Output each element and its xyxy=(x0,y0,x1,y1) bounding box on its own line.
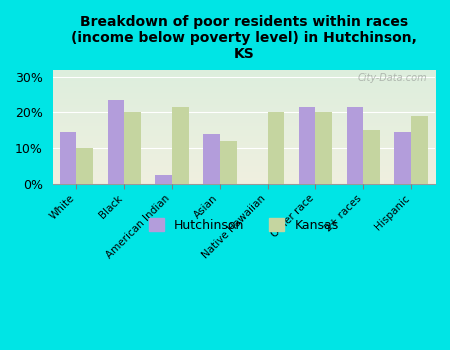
Bar xyxy=(108,100,124,184)
Bar xyxy=(299,107,315,184)
Bar xyxy=(172,107,189,184)
Title: Breakdown of poor residents within races
(income below poverty level) in Hutchin: Breakdown of poor residents within races… xyxy=(71,15,417,61)
Bar xyxy=(124,112,141,184)
Legend: Hutchinson, Kansas: Hutchinson, Kansas xyxy=(144,213,344,237)
Bar xyxy=(315,112,332,184)
Text: City-Data.com: City-Data.com xyxy=(358,73,427,83)
Bar xyxy=(363,130,380,184)
Bar xyxy=(76,148,93,184)
Bar xyxy=(394,132,411,184)
Bar xyxy=(155,175,172,184)
Bar xyxy=(268,112,284,184)
Bar xyxy=(203,134,220,184)
Bar xyxy=(346,107,363,184)
Bar xyxy=(411,116,428,184)
Bar xyxy=(60,132,76,184)
Bar xyxy=(220,141,237,184)
